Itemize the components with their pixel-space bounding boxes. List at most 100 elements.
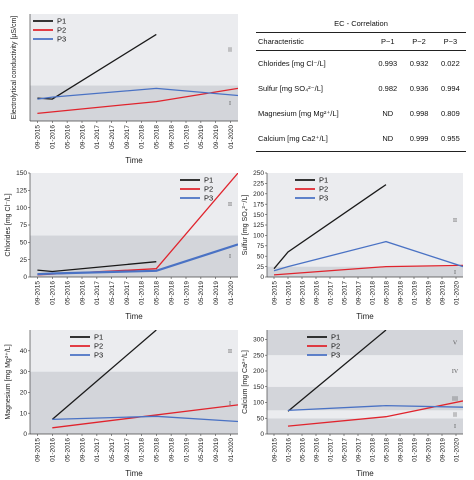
x-axis-title: Time <box>356 469 374 478</box>
y-tick-label: 10 <box>20 410 28 417</box>
y-tick-label: 25 <box>257 264 265 271</box>
table-cell: 0.998 <box>409 109 429 118</box>
table-header: P−2 <box>403 32 435 51</box>
zone-band <box>267 355 463 387</box>
zone-label: II <box>228 202 232 208</box>
y-tick-label: 200 <box>253 368 264 375</box>
zone-band <box>30 330 238 372</box>
series-line-p3 <box>37 87 238 100</box>
series-line-p3 <box>287 404 463 412</box>
x-tick-label: 05-2017 <box>109 438 116 462</box>
x-tick-label: 01-2020 <box>228 438 235 462</box>
x-tick-label: 01-2016 <box>50 438 57 462</box>
x-tick-label: 01-2020 <box>453 281 460 305</box>
zone-band <box>267 410 463 419</box>
table-row: Chlorides [mg Cl⁻/L] 0.993 0.932 0.022 <box>256 51 466 77</box>
x-tick-label: 09-2016 <box>79 125 86 149</box>
y-tick-label: 100 <box>16 205 27 212</box>
y-tick-label: 0 <box>23 274 27 281</box>
x-tick-label: 05-2017 <box>109 125 116 149</box>
zone-label: I <box>229 401 231 407</box>
zone-label: II <box>453 412 457 418</box>
x-tick-label: 05-2019 <box>425 438 432 462</box>
x-tick-label: 05-2017 <box>341 281 348 305</box>
y-tick-label: 150 <box>253 384 264 391</box>
legend-label: P2 <box>331 342 340 351</box>
x-tick-label: 01-2017 <box>327 438 334 462</box>
x-tick-label: 09-2016 <box>313 438 320 462</box>
table-cell: 0.932 <box>409 59 429 68</box>
x-tick-label: 01-2020 <box>453 438 460 462</box>
x-tick-label: 09-2015 <box>271 281 278 305</box>
x-tick-label: 01-2016 <box>285 438 292 462</box>
legend-label: P1 <box>331 333 340 342</box>
x-tick-label: 09-2015 <box>35 438 42 462</box>
table-cell: Calcium [mg Ca2⁺/L] <box>256 126 373 152</box>
y-tick-label: 0 <box>260 431 264 438</box>
zone-label: I <box>454 424 456 430</box>
x-axis-title: Time <box>125 312 143 321</box>
y-tick-label: 75 <box>20 222 28 229</box>
x-tick-label: 09-2016 <box>79 438 86 462</box>
x-tick-label: 05-2017 <box>341 438 348 462</box>
series-line-p1 <box>287 330 387 412</box>
zone-label: IV <box>452 369 459 375</box>
x-tick-label: 09-2019 <box>213 281 220 305</box>
x-axis-title: Time <box>356 312 374 321</box>
x-tick-label: 09-2019 <box>213 438 220 462</box>
x-tick-label: 05-2018 <box>154 125 161 149</box>
x-axis-title: Time <box>125 156 143 165</box>
y-tick-label: 50 <box>20 240 28 247</box>
y-tick-label: 150 <box>16 170 27 177</box>
series-line-p1 <box>51 330 157 420</box>
zone-label: II <box>228 48 232 54</box>
y-tick-label: 125 <box>16 188 27 195</box>
zone-band <box>30 14 238 86</box>
y-tick-label: 25 <box>20 257 28 264</box>
y-tick-label: 100 <box>253 400 264 407</box>
zone-label: III <box>452 397 458 403</box>
y-tick-label: 225 <box>253 181 264 188</box>
zone-band <box>30 371 238 434</box>
table-title: EC - Correlation <box>256 14 466 33</box>
legend-label: P1 <box>57 17 66 26</box>
x-tick-label: 01-2019 <box>183 125 190 149</box>
legend-label: P2 <box>57 26 66 35</box>
legend-label: P2 <box>94 342 103 351</box>
table-cell: 0.999 <box>403 126 435 152</box>
x-tick-label: 05-2016 <box>299 281 306 305</box>
x-tick-label: 01-2017 <box>327 281 334 305</box>
x-tick-label: 05-2019 <box>198 281 205 305</box>
legend-label: P1 <box>319 176 328 185</box>
x-tick-label: 09-2019 <box>439 438 446 462</box>
x-tick-label: 05-2019 <box>198 125 205 149</box>
y-axis-title: Chlorides [mg Cl⁻/L] <box>5 193 12 256</box>
series-line-p3 <box>37 243 238 276</box>
x-axis-title: Time <box>125 469 143 478</box>
y-axis-title: Magnesium [mg Mg²⁺/L] <box>5 344 12 419</box>
x-tick-label: 01-2018 <box>139 438 146 462</box>
zone-band <box>267 173 463 267</box>
x-tick-label: 05-2018 <box>383 281 390 305</box>
y-tick-label: 0 <box>260 274 264 281</box>
legend-label: P2 <box>204 185 213 194</box>
series-line-p2 <box>273 264 463 276</box>
x-tick-label: 01-2016 <box>285 281 292 305</box>
x-tick-label: 01-2019 <box>183 281 190 305</box>
table-row: Sulfur [mg SO₄²⁻/L] 0.982 0.936 0.994 <box>256 76 466 101</box>
x-tick-label: 01-2018 <box>139 125 146 149</box>
y-tick-label: 50 <box>257 415 265 422</box>
zone-label: II <box>228 349 232 355</box>
x-tick-label: 09-2018 <box>168 438 175 462</box>
series-line-p1 <box>273 184 387 270</box>
zone-label: I <box>454 270 456 276</box>
x-tick-label: 05-2018 <box>154 438 161 462</box>
x-tick-label: 01-2019 <box>411 438 418 462</box>
